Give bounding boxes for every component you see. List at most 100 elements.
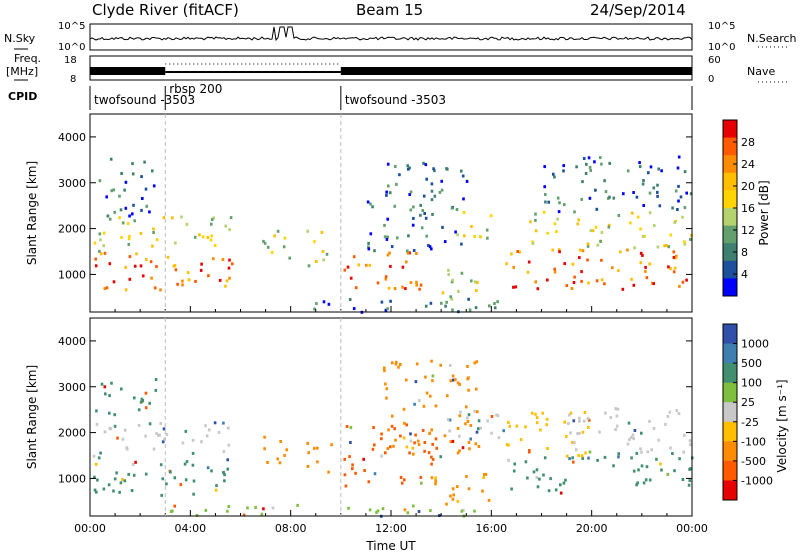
scatter-point xyxy=(563,203,566,207)
scatter-point xyxy=(514,285,518,289)
scatter-point xyxy=(384,382,387,386)
scatter-point xyxy=(474,306,478,310)
scatter-point xyxy=(458,434,461,438)
scatter-point xyxy=(679,195,683,199)
scatter-point xyxy=(407,234,410,238)
scatter-point xyxy=(141,399,145,402)
scatter-point xyxy=(406,164,409,168)
scatter-point xyxy=(470,279,473,283)
scatter-point xyxy=(330,443,333,447)
scatter-point xyxy=(599,239,602,243)
nave-label: Nave xyxy=(747,65,775,78)
scatter-point xyxy=(200,262,203,266)
scatter-point xyxy=(563,420,566,424)
scatter-point xyxy=(327,302,331,306)
scatter-point xyxy=(536,485,540,489)
scatter-point xyxy=(475,289,478,293)
scatter-point xyxy=(420,226,424,230)
scatter-point xyxy=(407,167,410,171)
scatter-point xyxy=(689,443,692,447)
scatter-point xyxy=(668,410,672,414)
scatter-point xyxy=(580,270,583,274)
scatter-point xyxy=(369,202,372,206)
scatter-point xyxy=(192,492,195,496)
scatter-point xyxy=(108,217,112,221)
scatter-point xyxy=(352,307,356,311)
nsky-label: N.Sky xyxy=(4,32,36,45)
scatter-point xyxy=(123,428,127,432)
scatter-point xyxy=(675,254,678,258)
scatter-point xyxy=(246,506,249,510)
scatter-point xyxy=(306,441,309,445)
scatter-point xyxy=(118,194,121,198)
scatter-point xyxy=(493,302,496,305)
scatter-point xyxy=(648,478,652,482)
scatter-point xyxy=(425,234,428,238)
x-tick-label: 08:00 xyxy=(275,522,307,535)
scatter-point xyxy=(212,257,215,261)
scatter-point xyxy=(99,252,103,256)
scatter-point xyxy=(485,228,489,232)
scatter-point xyxy=(581,456,584,460)
scatter-point xyxy=(459,410,462,414)
scatter-point xyxy=(448,418,452,422)
scatter-point xyxy=(346,265,350,269)
scatter-point xyxy=(262,239,265,243)
scatter-point xyxy=(320,230,324,234)
scatter-point xyxy=(465,179,469,183)
nsky-tick-left-bottom: 10^0 xyxy=(58,42,85,53)
scatter-point xyxy=(609,416,613,419)
scatter-point xyxy=(617,214,621,217)
scatter-point xyxy=(227,505,231,508)
scatter-point xyxy=(422,161,425,165)
scatter-point xyxy=(193,235,197,239)
y-tick-label: 4000 xyxy=(58,335,86,348)
scatter-point xyxy=(450,206,454,210)
scatter-point xyxy=(212,216,215,220)
scatter-point xyxy=(155,432,158,436)
scatter-point xyxy=(108,262,112,266)
scatter-point xyxy=(383,369,386,373)
scatter-point xyxy=(646,450,650,454)
scatter-point xyxy=(109,157,113,161)
scatter-point xyxy=(181,441,185,445)
scatter-point xyxy=(367,480,371,484)
scatter-point xyxy=(612,196,616,200)
scatter-point xyxy=(535,416,539,420)
scatter-point xyxy=(384,275,388,279)
scatter-point xyxy=(557,210,561,214)
scatter-point xyxy=(648,211,652,215)
scatter-point xyxy=(228,258,231,262)
scatter-point xyxy=(367,247,371,251)
scatter-point xyxy=(458,449,461,453)
scatter-point xyxy=(376,281,380,285)
scatter-point xyxy=(316,446,319,450)
scatter-point xyxy=(434,437,438,441)
scatter-point xyxy=(584,451,587,455)
scatter-point xyxy=(398,173,401,177)
scatter-point xyxy=(587,156,591,160)
scatter-point xyxy=(675,409,679,413)
scatter-point xyxy=(204,424,207,428)
scatter-point xyxy=(571,456,574,460)
scatter-point xyxy=(427,451,431,455)
scatter-point xyxy=(562,169,565,173)
scatter-point xyxy=(204,508,208,512)
scatter-point xyxy=(141,274,145,278)
scatter-point xyxy=(687,483,691,487)
scatter-point xyxy=(400,481,404,485)
scatter-point xyxy=(366,200,370,204)
scatter-point xyxy=(656,245,660,249)
scatter-point xyxy=(644,265,647,269)
scatter-point xyxy=(169,510,173,513)
scatter-point xyxy=(306,464,310,468)
scatter-point xyxy=(565,454,569,458)
scatter-point xyxy=(603,455,607,459)
scatter-point xyxy=(399,363,402,366)
scatter-point xyxy=(207,428,211,432)
scatter-point xyxy=(313,240,316,244)
scatter-point xyxy=(664,422,667,426)
scatter-point xyxy=(415,362,419,366)
scatter-point xyxy=(92,454,96,458)
scatter-point xyxy=(412,249,416,252)
